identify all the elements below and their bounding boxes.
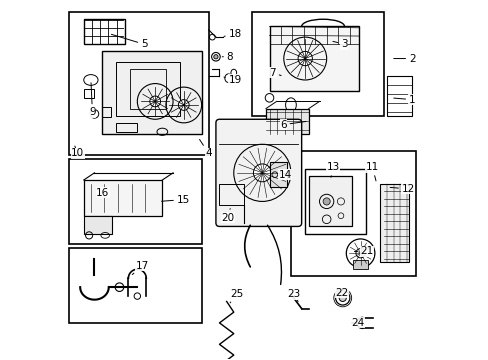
Bar bbox=[308, 176, 351, 226]
Text: 13: 13 bbox=[326, 162, 339, 177]
Circle shape bbox=[213, 55, 218, 59]
Text: 6: 6 bbox=[280, 120, 305, 130]
Text: 23: 23 bbox=[287, 289, 300, 301]
Text: 19: 19 bbox=[224, 75, 241, 85]
Bar bbox=[83, 19, 124, 44]
FancyArrowPatch shape bbox=[267, 225, 281, 284]
Bar bbox=[116, 123, 137, 132]
Text: 10: 10 bbox=[71, 146, 84, 158]
Text: 18: 18 bbox=[224, 28, 241, 39]
Text: 12: 12 bbox=[389, 184, 414, 194]
Bar bbox=[380, 184, 408, 262]
Text: 8: 8 bbox=[222, 52, 233, 62]
Bar bbox=[386, 76, 411, 116]
Text: 17: 17 bbox=[132, 261, 148, 275]
Circle shape bbox=[339, 294, 346, 301]
Bar bbox=[269, 162, 287, 187]
Text: 11: 11 bbox=[365, 162, 378, 181]
Circle shape bbox=[298, 51, 312, 66]
Text: 20: 20 bbox=[221, 208, 234, 222]
Bar bbox=[83, 89, 94, 98]
Text: 16: 16 bbox=[96, 188, 109, 198]
Circle shape bbox=[253, 164, 271, 182]
Bar bbox=[219, 184, 244, 205]
Text: 3: 3 bbox=[332, 39, 347, 49]
Bar bbox=[269, 26, 358, 91]
Bar bbox=[83, 216, 112, 234]
Text: 22: 22 bbox=[335, 288, 348, 297]
FancyArrowPatch shape bbox=[244, 225, 250, 267]
Text: 14: 14 bbox=[278, 170, 291, 180]
Bar bbox=[265, 109, 308, 134]
Circle shape bbox=[149, 96, 160, 107]
Text: 25: 25 bbox=[230, 289, 243, 303]
Text: 21: 21 bbox=[354, 247, 373, 256]
Text: 7: 7 bbox=[269, 68, 281, 78]
Text: 5: 5 bbox=[111, 34, 147, 49]
Text: 2: 2 bbox=[393, 54, 415, 64]
Circle shape bbox=[355, 249, 365, 258]
Bar bbox=[102, 107, 110, 117]
Bar bbox=[83, 180, 162, 216]
Circle shape bbox=[178, 100, 189, 111]
Text: 15: 15 bbox=[161, 195, 189, 204]
Text: 1: 1 bbox=[393, 95, 415, 105]
Bar bbox=[102, 51, 201, 134]
Bar bbox=[116, 62, 180, 116]
Bar bbox=[353, 260, 367, 269]
Bar bbox=[130, 69, 165, 109]
Text: 4: 4 bbox=[199, 139, 211, 158]
FancyBboxPatch shape bbox=[216, 119, 301, 226]
Text: 9: 9 bbox=[89, 83, 96, 117]
Text: 24: 24 bbox=[351, 318, 364, 328]
Circle shape bbox=[323, 198, 329, 205]
